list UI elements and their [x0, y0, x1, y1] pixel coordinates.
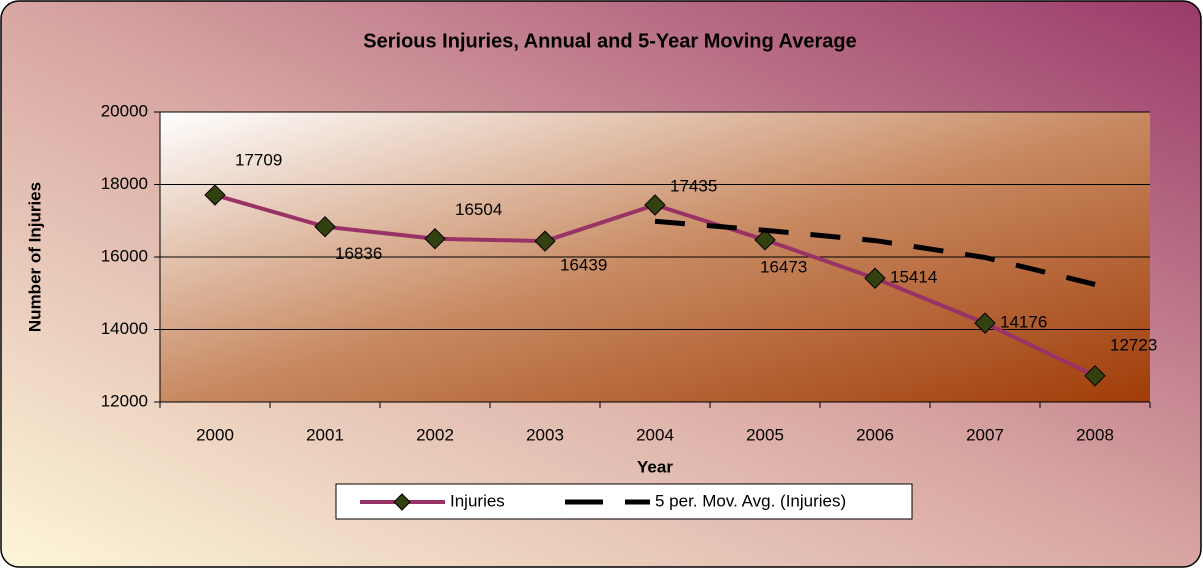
x-tick-label: 2006 — [856, 425, 894, 444]
data-label: 17709 — [235, 151, 282, 170]
marker — [534, 230, 556, 252]
data-label: 16504 — [455, 200, 502, 219]
y-axis-label: Number of Injuries — [25, 182, 44, 332]
y-tick-label: 18000 — [101, 174, 148, 193]
chart-title: Serious Injuries, Annual and 5-Year Movi… — [363, 30, 856, 52]
marker — [754, 229, 776, 251]
x-tick-label: 2005 — [746, 425, 784, 444]
marker — [1084, 365, 1106, 387]
marker — [644, 194, 666, 216]
series-line — [654, 218, 1096, 287]
marker — [974, 312, 996, 334]
x-tick-label: 2003 — [526, 425, 564, 444]
marker — [314, 215, 336, 238]
data-label: 14176 — [1000, 313, 1047, 332]
y-tick-label: 20000 — [101, 101, 148, 120]
legend-label: Injuries — [450, 491, 505, 510]
marker — [424, 228, 446, 250]
x-tick-label: 2004 — [636, 425, 674, 444]
data-label: 16836 — [335, 244, 382, 263]
legend-label: 5 per. Mov. Avg. (Injuries) — [655, 491, 846, 510]
data-label: 15414 — [890, 268, 937, 287]
x-tick-label: 2001 — [306, 425, 344, 444]
data-label: 12723 — [1110, 335, 1157, 354]
x-tick-label: 2007 — [966, 425, 1004, 444]
data-label: 17435 — [670, 176, 717, 195]
legend-marker — [393, 493, 411, 511]
x-tick-label: 2008 — [1076, 425, 1114, 444]
data-label: 16473 — [760, 257, 807, 276]
x-axis-label: Year — [637, 457, 673, 476]
y-tick-label: 16000 — [101, 246, 148, 265]
data-label: 16439 — [560, 256, 607, 275]
y-tick-label: 12000 — [101, 391, 148, 410]
marker — [864, 267, 886, 289]
x-tick-label: 2000 — [196, 425, 234, 444]
x-tick-label: 2002 — [416, 425, 454, 444]
marker — [204, 184, 226, 206]
y-tick-label: 14000 — [101, 319, 148, 338]
